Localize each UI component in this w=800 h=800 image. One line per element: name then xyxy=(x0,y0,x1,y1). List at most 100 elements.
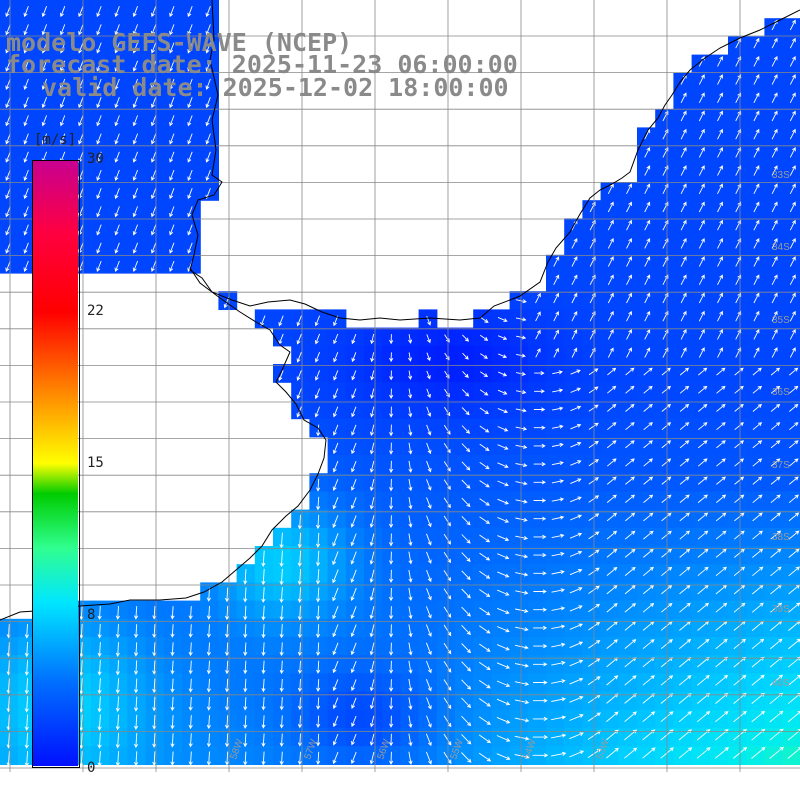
wind-arrow xyxy=(606,747,619,759)
wind-arrow xyxy=(170,624,175,638)
wind-arrow xyxy=(642,711,656,723)
wind-speed-cell xyxy=(691,491,711,511)
wind-arrow xyxy=(787,747,800,759)
wind-arrow xyxy=(716,494,727,503)
wind-arrow xyxy=(279,642,284,657)
wind-arrow xyxy=(316,424,321,437)
wind-arrow xyxy=(332,442,339,455)
wind-speed-cell xyxy=(600,436,620,456)
wind-arrow xyxy=(679,602,691,613)
wind-arrow xyxy=(408,642,413,656)
wind-arrow xyxy=(332,533,339,547)
wind-arrow xyxy=(789,37,796,49)
wind-arrow xyxy=(751,710,766,723)
wind-arrow xyxy=(169,260,175,272)
wind-arrow xyxy=(698,219,705,231)
wind-arrow xyxy=(479,607,491,616)
wind-arrow xyxy=(187,206,193,218)
wind-arrow xyxy=(5,188,11,200)
wind-arrow xyxy=(498,371,508,377)
wind-speed-cell xyxy=(691,746,711,765)
wind-arrow xyxy=(607,274,614,286)
wind-arrow xyxy=(626,347,632,358)
wind-arrow xyxy=(224,715,230,730)
wind-arrow xyxy=(661,512,672,522)
wind-arrow xyxy=(408,334,413,344)
wind-arrow xyxy=(680,292,687,304)
wind-arrow xyxy=(24,732,29,749)
wind-arrow xyxy=(296,370,302,381)
wind-arrow xyxy=(150,60,157,72)
wind-arrow xyxy=(788,494,799,504)
wind-arrow xyxy=(426,424,432,436)
wind-arrow xyxy=(661,584,673,595)
wind-arrow xyxy=(716,458,726,467)
wind-arrow xyxy=(350,515,357,528)
wind-arrow xyxy=(716,403,726,412)
wind-arrow xyxy=(644,274,651,286)
wind-arrow xyxy=(278,370,284,382)
wind-arrow xyxy=(408,679,413,692)
wind-arrow xyxy=(733,638,747,650)
wind-arrow xyxy=(350,587,357,601)
wind-arrow xyxy=(261,697,266,711)
wind-arrow xyxy=(497,516,510,523)
wind-arrow xyxy=(643,530,654,540)
wind-arrow xyxy=(607,385,617,394)
wind-arrow xyxy=(332,606,339,620)
wind-arrow xyxy=(661,494,672,503)
wind-arrow xyxy=(479,516,490,524)
wind-arrow xyxy=(461,752,472,763)
wind-arrow xyxy=(717,146,723,158)
wind-arrow xyxy=(370,352,375,363)
wind-arrow xyxy=(697,692,711,704)
wind-arrow xyxy=(770,602,783,613)
wind-arrow xyxy=(680,146,687,158)
colorbar-tick-30: 30 xyxy=(87,151,104,167)
wind-arrow xyxy=(350,569,357,583)
wind-arrow xyxy=(333,333,339,345)
wind-arrow xyxy=(734,494,745,504)
wind-arrow xyxy=(333,352,339,363)
wind-arrow xyxy=(97,605,102,620)
wind-arrow xyxy=(370,333,375,345)
wind-arrow xyxy=(332,424,339,436)
wind-arrow xyxy=(261,678,266,693)
wind-arrow xyxy=(150,78,157,90)
wind-speed-cell xyxy=(600,527,620,547)
wind-arrow xyxy=(205,78,211,90)
wind-arrow xyxy=(661,548,673,558)
wind-arrow xyxy=(571,274,578,286)
wind-arrow xyxy=(5,260,11,272)
wind-arrow xyxy=(59,133,66,145)
wind-arrow xyxy=(625,385,635,394)
wind-arrow xyxy=(169,206,175,218)
wind-arrow xyxy=(315,569,321,585)
wind-arrow xyxy=(297,568,302,586)
wind-arrow xyxy=(5,151,11,163)
wind-arrow xyxy=(278,315,284,327)
wind-arrow xyxy=(114,188,120,200)
wind-arrow xyxy=(697,638,710,650)
wind-arrow xyxy=(753,237,760,249)
wind-arrow xyxy=(497,426,509,432)
wind-arrow xyxy=(698,146,705,158)
wind-arrow xyxy=(315,550,321,567)
wind-arrow xyxy=(497,407,509,414)
wind-arrow xyxy=(243,678,248,693)
wind-arrow xyxy=(551,697,566,702)
wind-arrow xyxy=(5,24,11,36)
wind-arrow xyxy=(407,352,413,362)
colorbar-tick-8: 8 xyxy=(87,607,96,623)
wind-arrow xyxy=(170,751,175,766)
wind-arrow xyxy=(79,605,84,621)
latitude-label: 35S xyxy=(772,315,790,326)
wind-arrow xyxy=(425,679,432,692)
wind-arrow xyxy=(425,642,432,656)
wind-arrow xyxy=(770,530,782,540)
wind-arrow xyxy=(644,165,651,176)
wind-speed-cell xyxy=(728,728,747,747)
wind-arrow xyxy=(389,697,394,710)
wind-arrow xyxy=(78,60,84,72)
wind-arrow xyxy=(716,385,726,394)
